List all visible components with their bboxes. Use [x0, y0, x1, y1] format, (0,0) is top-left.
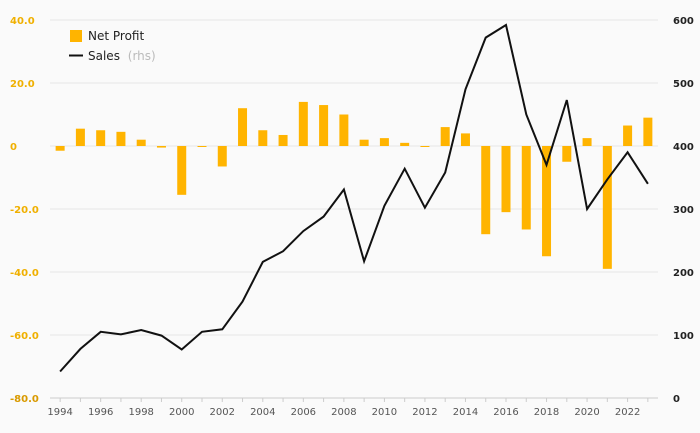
net-profit-bar: [55, 146, 65, 151]
x-axis-tick-label: 2016: [493, 407, 518, 418]
net-profit-bar: [400, 142, 410, 146]
legend-sales-suffix: (rhs): [128, 49, 156, 63]
net-profit-bar: [197, 146, 207, 147]
net-profit-bar: [420, 146, 430, 147]
net-profit-bar: [643, 117, 653, 146]
net-profit-bar: [339, 114, 349, 146]
left-axis-tick-label: -40.0: [10, 268, 39, 279]
x-axis-tick-label: 2002: [210, 407, 235, 418]
net-profit-bar: [156, 146, 166, 148]
left-axis-tick-label: 40.0: [10, 16, 35, 27]
net-profit-bars: [55, 101, 653, 269]
right-axis-tick-label: 500: [673, 79, 694, 90]
net-profit-bar: [602, 146, 612, 269]
net-profit-bar: [116, 131, 126, 146]
net-profit-bar: [481, 146, 491, 235]
right-y-axis: 600 500 400 300 200 100 0: [673, 16, 694, 405]
x-axis-tick-label: 2012: [412, 407, 437, 418]
net-profit-bar: [136, 139, 146, 146]
x-axis-tick-label: 2020: [574, 407, 599, 418]
net-profit-bar: [258, 130, 268, 146]
x-axis: 1994 1996 1998 2000 2002 2004 2006 2008 2010 2012…: [47, 397, 658, 418]
x-axis-tick-label: 2006: [291, 407, 316, 418]
net-profit-bar: [298, 101, 308, 146]
right-axis-tick-label: 0: [673, 394, 680, 405]
x-axis-tick-label: 2010: [372, 407, 397, 418]
net-profit-bar: [460, 133, 470, 146]
net-profit-bar: [440, 127, 450, 146]
net-profit-bar: [238, 108, 248, 146]
net-profit-bar: [319, 105, 329, 146]
left-axis-tick-label: -20.0: [10, 205, 39, 216]
left-axis-tick-label: 0: [10, 142, 17, 153]
net-profit-bar: [75, 128, 85, 146]
net-profit-bar: [582, 138, 592, 146]
right-axis-tick-label: 400: [673, 142, 694, 153]
x-axis-tick-label: 2018: [534, 407, 559, 418]
left-axis-tick-label: 20.0: [10, 79, 35, 90]
x-axis-tick-label: 1996: [88, 407, 113, 418]
x-axis-tick-label: 2008: [331, 407, 356, 418]
legend-net-profit-label: Net Profit: [88, 29, 144, 43]
net-profit-bar: [217, 146, 227, 167]
sales-line: [59, 23, 649, 373]
x-axis-tick-label: 2022: [615, 407, 640, 418]
x-axis-tick-label: 1998: [128, 407, 153, 418]
x-axis-tick-label: 2004: [250, 407, 275, 418]
net-profit-bar: [278, 134, 288, 146]
net-profit-bar: [177, 146, 187, 195]
sales-line-group: [59, 23, 649, 373]
net-profit-bar: [96, 130, 106, 146]
net-profit-bar: [521, 146, 531, 230]
net-profit-bar: [623, 125, 633, 146]
left-y-axis: 40.0 20.0 0 -20.0 -40.0 -60.0 -80.0: [10, 16, 39, 405]
right-axis-tick-label: 100: [673, 331, 694, 342]
legend-net-profit-swatch: [70, 30, 82, 42]
right-axis-tick-label: 200: [673, 268, 694, 279]
x-axis-tick-label: 1994: [47, 407, 72, 418]
legend-sales-name: Sales: [88, 49, 120, 63]
net-profit-bar: [359, 139, 369, 146]
legend-sales-label: Sales (rhs): [88, 49, 156, 63]
x-axis-tick-label: 2014: [453, 407, 478, 418]
left-axis-tick-label: -60.0: [10, 331, 39, 342]
x-axis-tick-label: 2000: [169, 407, 194, 418]
right-axis-tick-label: 600: [673, 16, 694, 27]
net-profit-bar: [501, 146, 511, 213]
left-axis-tick-label: -80.0: [10, 394, 39, 405]
net-profit-bar: [542, 146, 552, 257]
right-axis-tick-label: 300: [673, 205, 694, 216]
net-profit-bar: [379, 138, 389, 146]
legend: Net Profit Sales (rhs): [69, 29, 156, 63]
net-profit-bar: [562, 146, 572, 162]
